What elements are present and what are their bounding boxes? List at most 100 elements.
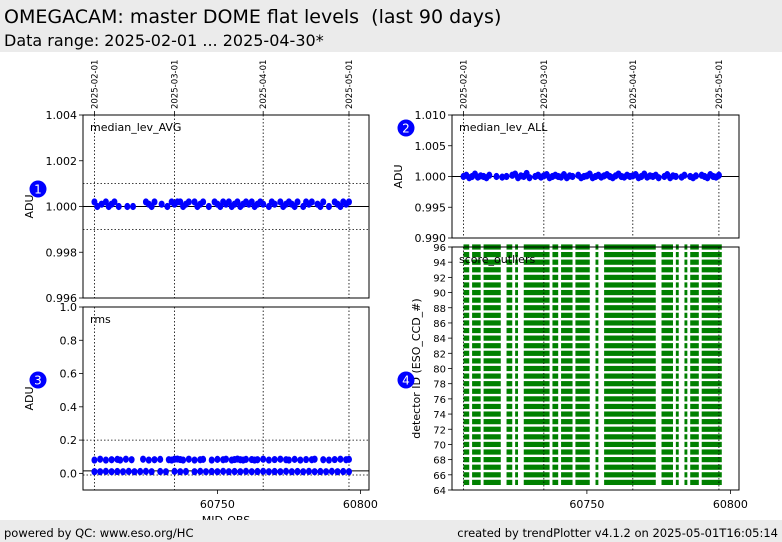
bar-ccd-73 bbox=[675, 419, 679, 425]
bar-ccd-76 bbox=[472, 396, 481, 402]
bar-ccd-76 bbox=[515, 396, 519, 402]
bar-ccd-88 bbox=[472, 305, 481, 311]
bar-ccd-71 bbox=[483, 434, 501, 440]
bar-ccd-88 bbox=[604, 305, 656, 311]
bar-ccd-80 bbox=[472, 365, 481, 372]
chart-panel-3: 0.0 0.2 0.4 0.6 0.8 1.0 60750 60800 rms ADU MJD-OB… bbox=[23, 301, 378, 520]
bar-ccd-71 bbox=[561, 434, 573, 440]
bar-ccd-89 bbox=[675, 297, 679, 303]
bar-ccd-86 bbox=[523, 320, 550, 326]
bar-ccd-66 bbox=[523, 472, 550, 478]
bar-ccd-69 bbox=[595, 449, 599, 455]
bar-ccd-83 bbox=[523, 343, 550, 349]
bar-ccd-75 bbox=[561, 403, 573, 410]
bar-ccd-90 bbox=[675, 289, 679, 296]
y-tick-label: 78 bbox=[433, 380, 446, 391]
bar-ccd-95 bbox=[675, 251, 679, 258]
bar-ccd-83 bbox=[604, 343, 656, 349]
y-tick-label: 70 bbox=[433, 440, 446, 451]
bar-ccd-72 bbox=[463, 426, 470, 432]
bar-ccd-70 bbox=[463, 441, 470, 448]
bar-ccd-75 bbox=[684, 403, 688, 410]
data-point bbox=[185, 455, 192, 463]
bar-ccd-72 bbox=[523, 426, 550, 432]
bar-ccd-65 bbox=[472, 479, 481, 486]
bar-ccd-65 bbox=[483, 479, 501, 486]
scatter-series bbox=[91, 455, 352, 476]
bar-ccd-78 bbox=[604, 381, 656, 387]
bar-ccd-76 bbox=[575, 396, 590, 402]
bar-ccd-73 bbox=[604, 419, 656, 425]
bar-ccd-70 bbox=[595, 441, 599, 448]
bar-ccd-92 bbox=[575, 274, 590, 280]
data-point bbox=[162, 468, 169, 476]
bar-ccd-66 bbox=[515, 472, 519, 478]
bar-ccd-89 bbox=[690, 297, 699, 303]
data-point bbox=[311, 468, 318, 476]
bar-ccd-87 bbox=[506, 312, 513, 318]
bar-ccd-65 bbox=[661, 479, 673, 486]
bar-ccd-74 bbox=[483, 411, 501, 417]
bar-ccd-81 bbox=[595, 358, 599, 364]
bar-ccd-84 bbox=[506, 335, 513, 341]
bar-ccd-67 bbox=[515, 464, 519, 470]
bar-ccd-73 bbox=[661, 419, 673, 425]
panel-number-badge bbox=[29, 371, 47, 389]
bar-ccd-79 bbox=[684, 373, 688, 379]
page-title: OMEGACAM: master DOME flat levels (last … bbox=[4, 6, 502, 28]
header-bar: OMEGACAM: master DOME flat levels (last … bbox=[0, 0, 782, 52]
data-point bbox=[260, 200, 267, 208]
bar-ccd-73 bbox=[684, 419, 688, 425]
bar-ccd-80 bbox=[690, 365, 699, 372]
data-point bbox=[288, 468, 295, 476]
bar-ccd-83 bbox=[483, 343, 501, 349]
panel-annotation: median_lev_ALL bbox=[459, 121, 548, 134]
bar-ccd-90 bbox=[552, 289, 559, 296]
bar-ccd-80 bbox=[515, 365, 519, 372]
bar-ccd-91 bbox=[661, 282, 673, 288]
bar-ccd-81 bbox=[472, 358, 481, 364]
bar-ccd-65 bbox=[595, 479, 599, 486]
bar-ccd-85 bbox=[684, 327, 688, 334]
bar-ccd-83 bbox=[661, 343, 673, 349]
bar-ccd-82 bbox=[506, 350, 513, 356]
bar-ccd-79 bbox=[690, 373, 699, 379]
bar-ccd-75 bbox=[472, 403, 481, 410]
bar-ccd-66 bbox=[506, 472, 513, 478]
bar-ccd-75 bbox=[515, 403, 519, 410]
bar-ccd-87 bbox=[552, 312, 559, 318]
data-point bbox=[265, 456, 272, 464]
bar-ccd-74 bbox=[575, 411, 590, 417]
y-tick-label: 1.005 bbox=[415, 140, 447, 153]
bar-ccd-70 bbox=[561, 441, 573, 448]
bar-ccd-94 bbox=[506, 259, 513, 265]
bar-ccd-94 bbox=[595, 259, 599, 265]
data-point bbox=[237, 468, 244, 476]
bar-ccd-65 bbox=[523, 479, 550, 486]
data-point bbox=[715, 171, 722, 179]
data-point bbox=[182, 467, 189, 476]
bar-ccd-93 bbox=[661, 267, 673, 273]
bar-ccd-68 bbox=[604, 457, 656, 463]
bar-ccd-79 bbox=[675, 373, 679, 379]
bar-ccd-68 bbox=[472, 457, 481, 463]
bar-ccd-88 bbox=[575, 305, 590, 311]
date-tick-label: 2025-05-01 bbox=[345, 60, 355, 109]
bar-ccd-84 bbox=[661, 335, 673, 341]
data-point bbox=[311, 455, 318, 463]
data-point bbox=[325, 456, 332, 464]
x-tick-label: 60800 bbox=[713, 498, 748, 511]
bar-ccd-88 bbox=[506, 305, 513, 311]
bar-ccd-66 bbox=[595, 472, 599, 478]
data-point bbox=[157, 467, 164, 476]
bar-ccd-67 bbox=[684, 464, 688, 470]
bar-ccd-75 bbox=[552, 403, 559, 410]
bar-ccd-78 bbox=[561, 381, 573, 387]
bar-ccd-82 bbox=[515, 350, 519, 356]
bar-ccd-71 bbox=[552, 434, 559, 440]
bar-ccd-67 bbox=[675, 464, 679, 470]
bar-ccd-75 bbox=[595, 403, 599, 410]
bar-ccd-80 bbox=[523, 365, 550, 372]
bar-ccd-66 bbox=[604, 472, 656, 478]
bar-ccd-76 bbox=[675, 396, 679, 402]
